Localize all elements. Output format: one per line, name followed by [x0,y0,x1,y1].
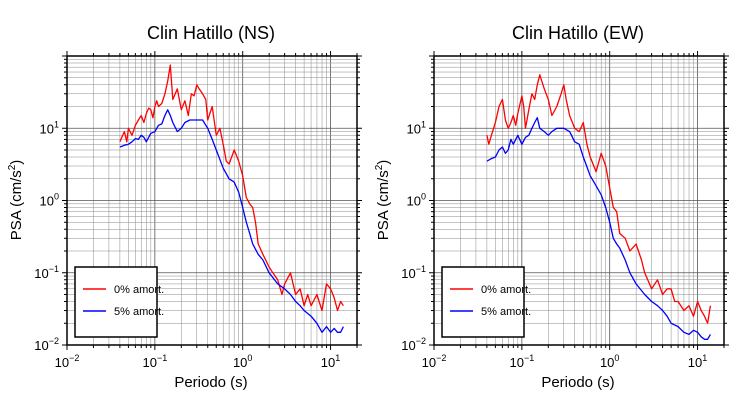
chart-panel-ew: Clin Hatillo (EW) 10−2 10−1 100 101 10−210−… [374,23,729,391]
x-tick-label: 100 [233,353,252,370]
y-tick-label: 10−1 [34,264,59,281]
y-axis-label: PSA (cm/s2) [374,160,392,241]
legend: 0% amort. 5% amort. [74,266,164,338]
y-tick-label: 100 [407,192,426,209]
y-tick-label: 101 [407,119,426,136]
x-tick-label: 10−2 [422,353,447,370]
series-line-5pct [486,117,711,340]
y-axis-label: PSA (cm/s2) [7,160,25,241]
x-axis-label: Periodo (s) [174,374,247,391]
x-tick-label: 101 [321,353,340,370]
y-tick-label: 10−2 [34,336,59,353]
x-tick-label: 101 [688,353,707,370]
x-tick-label: 10−1 [142,353,167,370]
plot-frame [62,51,362,350]
legend-label-0pct: 0% amort. [114,284,164,296]
chart-title: Clin Hatillo (EW) [512,23,644,43]
legend-label-5pct: 5% amort. [481,306,531,318]
series-line-0pct [486,74,712,324]
plot-frame [429,51,729,350]
y-tick-label: 10−2 [401,336,426,353]
y-tick-labels: 10−2 10−1 100 101 [401,119,426,353]
series-line-0pct [119,64,344,312]
legend-box [441,266,525,338]
plot-grid [66,55,358,346]
series-line-5pct [119,109,344,333]
y-tick-label: 10−1 [401,264,426,281]
plot-series [119,64,344,333]
chart-title: Clin Hatillo (NS) [147,23,275,43]
x-tick-label: 10−1 [509,353,534,370]
legend-label-5pct: 5% amort. [114,306,164,318]
x-tick-labels: 10−2 10−1 100 101 [422,353,708,370]
chart-panel-ns: Clin Hatillo (NS) 10−2 10−1 100 101 10−210−… [7,23,362,391]
y-tick-labels: 10−2 10−1 100 101 [34,119,59,353]
x-tick-label: 100 [600,353,619,370]
legend-label-0pct: 0% amort. [481,284,531,296]
x-tick-labels: 10−2 10−1 100 101 [55,353,341,370]
y-tick-label: 101 [40,119,59,136]
y-tick-label: 100 [40,192,59,209]
x-tick-label: 10−2 [55,353,80,370]
legend-box [74,266,158,338]
x-axis-label: Periodo (s) [541,374,614,391]
plot-series [486,74,712,340]
legend: 0% amort. 5% amort. [441,266,531,338]
